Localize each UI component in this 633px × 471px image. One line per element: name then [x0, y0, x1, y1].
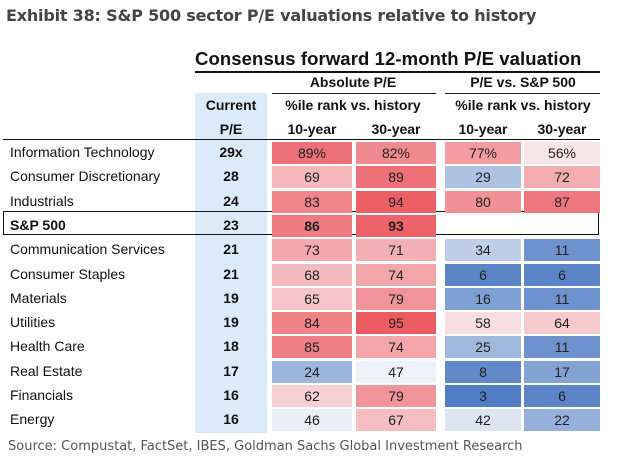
cell-abs10-health-care: 85 [272, 336, 352, 359]
cell-rel30-consumer-discretionary: 72 [524, 166, 600, 189]
cell-rel30-financials: 6 [524, 385, 600, 407]
cell-abs10-industrials: 83 [272, 190, 352, 213]
current-pe-utilities: 19 [223, 314, 239, 331]
header-pe: P/E [219, 121, 243, 137]
cell-abs10-financials: 62 [272, 385, 352, 407]
cell-abs30-industrials: 94 [356, 190, 436, 213]
cell-rel10-energy: 42 [445, 409, 521, 432]
cell-abs10-information-technology: 89% [272, 142, 352, 164]
cell-rel30-consumer-staples: 6 [524, 263, 600, 286]
header-pct-rank-relative: %ile rank vs. history [455, 97, 591, 113]
cell-abs10-consumer-discretionary: 69 [272, 166, 352, 189]
row-label-utilities: Utilities [10, 314, 56, 331]
cell-rel30-information-technology: 56% [524, 142, 600, 164]
cell-rel10-information-technology: 77% [445, 142, 521, 164]
cell-abs10-real-estate: 24 [272, 360, 352, 383]
current-pe-consumer-staples: 21 [223, 265, 239, 282]
cell-abs30-financials: 79 [356, 385, 436, 407]
cell-abs30-materials: 79 [356, 287, 436, 310]
current-pe-energy: 16 [223, 411, 239, 428]
cell-abs10-consumer-staples: 68 [272, 263, 352, 286]
cell-rel30-materials: 11 [524, 287, 600, 310]
cell-rel10-utilities: 58 [445, 312, 521, 335]
source-note: Source: Compustat, FactSet, IBES, Goldma… [8, 439, 523, 454]
header-underline-absolute [272, 93, 436, 94]
current-pe-consumer-discretionary: 28 [223, 168, 239, 185]
cell-rel10-health-care: 25 [445, 336, 521, 359]
cell-rel30-real-estate: 17 [524, 360, 600, 383]
header-absolute-pe: Absolute P/E [309, 74, 397, 90]
header-pct-rank-absolute: %ile rank vs. history [285, 97, 421, 113]
cell-rel10-consumer-discretionary: 29 [445, 166, 521, 189]
header-rel-10-year: 10-year [458, 121, 508, 137]
header-current: Current [205, 97, 257, 113]
header-abs-10-year: 10-year [287, 121, 337, 137]
cell-abs10-utilities: 84 [272, 312, 352, 335]
cell-rel30-health-care: 11 [524, 336, 600, 359]
exhibit-title: Exhibit 38: S&P 500 sector P/E valuation… [6, 6, 537, 25]
current-pe-industrials: 24 [223, 192, 239, 209]
cell-rel30-sp-500 [524, 215, 600, 237]
row-label-materials: Materials [10, 289, 67, 306]
cell-rel10-communication-services: 34 [445, 239, 521, 262]
header-abs-30-year: 30-year [371, 121, 421, 137]
cell-abs30-consumer-staples: 74 [356, 263, 436, 286]
row-label-consumer-staples: Consumer Staples [10, 265, 126, 282]
header-rule [3, 139, 600, 140]
cell-abs30-utilities: 95 [356, 312, 436, 335]
current-pe-real-estate: 17 [223, 362, 239, 379]
cell-abs30-information-technology: 82% [356, 142, 436, 164]
header-rel-30-year: 30-year [537, 121, 587, 137]
cell-abs10-sp-500: 86 [272, 214, 352, 237]
cell-rel10-sp-500 [445, 215, 521, 237]
row-label-communication-services: Communication Services [10, 241, 165, 258]
cell-rel10-financials: 3 [445, 385, 521, 407]
cell-rel10-real-estate: 8 [445, 360, 521, 383]
cell-abs10-energy: 46 [272, 409, 352, 432]
current-pe-health-care: 18 [223, 338, 239, 355]
cell-abs10-materials: 65 [272, 287, 352, 310]
cell-abs30-sp-500: 93 [356, 214, 436, 237]
cell-rel10-materials: 16 [445, 287, 521, 310]
row-label-information-technology: Information Technology [10, 144, 155, 160]
cell-rel10-industrials: 80 [445, 190, 521, 213]
header-pe-vs-sp500: P/E vs. S&P 500 [470, 74, 576, 90]
current-column-background [195, 93, 267, 433]
cell-rel30-utilities: 64 [524, 312, 600, 335]
cell-rel30-industrials: 87 [524, 190, 600, 213]
current-pe-materials: 19 [223, 289, 239, 306]
chart-title: Consensus forward 12-month P/E valuation [195, 48, 600, 73]
row-label-energy: Energy [10, 411, 55, 428]
row-label-sp-500: S&P 500 [10, 216, 66, 233]
cell-rel30-energy: 22 [524, 409, 600, 432]
cell-abs30-consumer-discretionary: 89 [356, 166, 436, 189]
current-pe-information-technology: 29x [219, 144, 243, 160]
current-pe-financials: 16 [223, 387, 239, 403]
row-label-health-care: Health Care [10, 338, 85, 355]
cell-rel30-communication-services: 11 [524, 239, 600, 262]
cell-abs30-communication-services: 71 [356, 239, 436, 262]
row-label-real-estate: Real Estate [10, 362, 83, 379]
row-label-industrials: Industrials [10, 192, 74, 209]
cell-abs10-communication-services: 73 [272, 239, 352, 262]
current-pe-communication-services: 21 [223, 241, 239, 258]
row-label-financials: Financials [10, 387, 74, 403]
cell-abs30-real-estate: 47 [356, 360, 436, 383]
header-underline-relative [445, 93, 600, 94]
cell-abs30-health-care: 74 [356, 336, 436, 359]
current-pe-sp-500: 23 [223, 216, 239, 233]
row-label-consumer-discretionary: Consumer Discretionary [10, 168, 161, 185]
cell-rel10-consumer-staples: 6 [445, 263, 521, 286]
cell-abs30-energy: 67 [356, 409, 436, 432]
